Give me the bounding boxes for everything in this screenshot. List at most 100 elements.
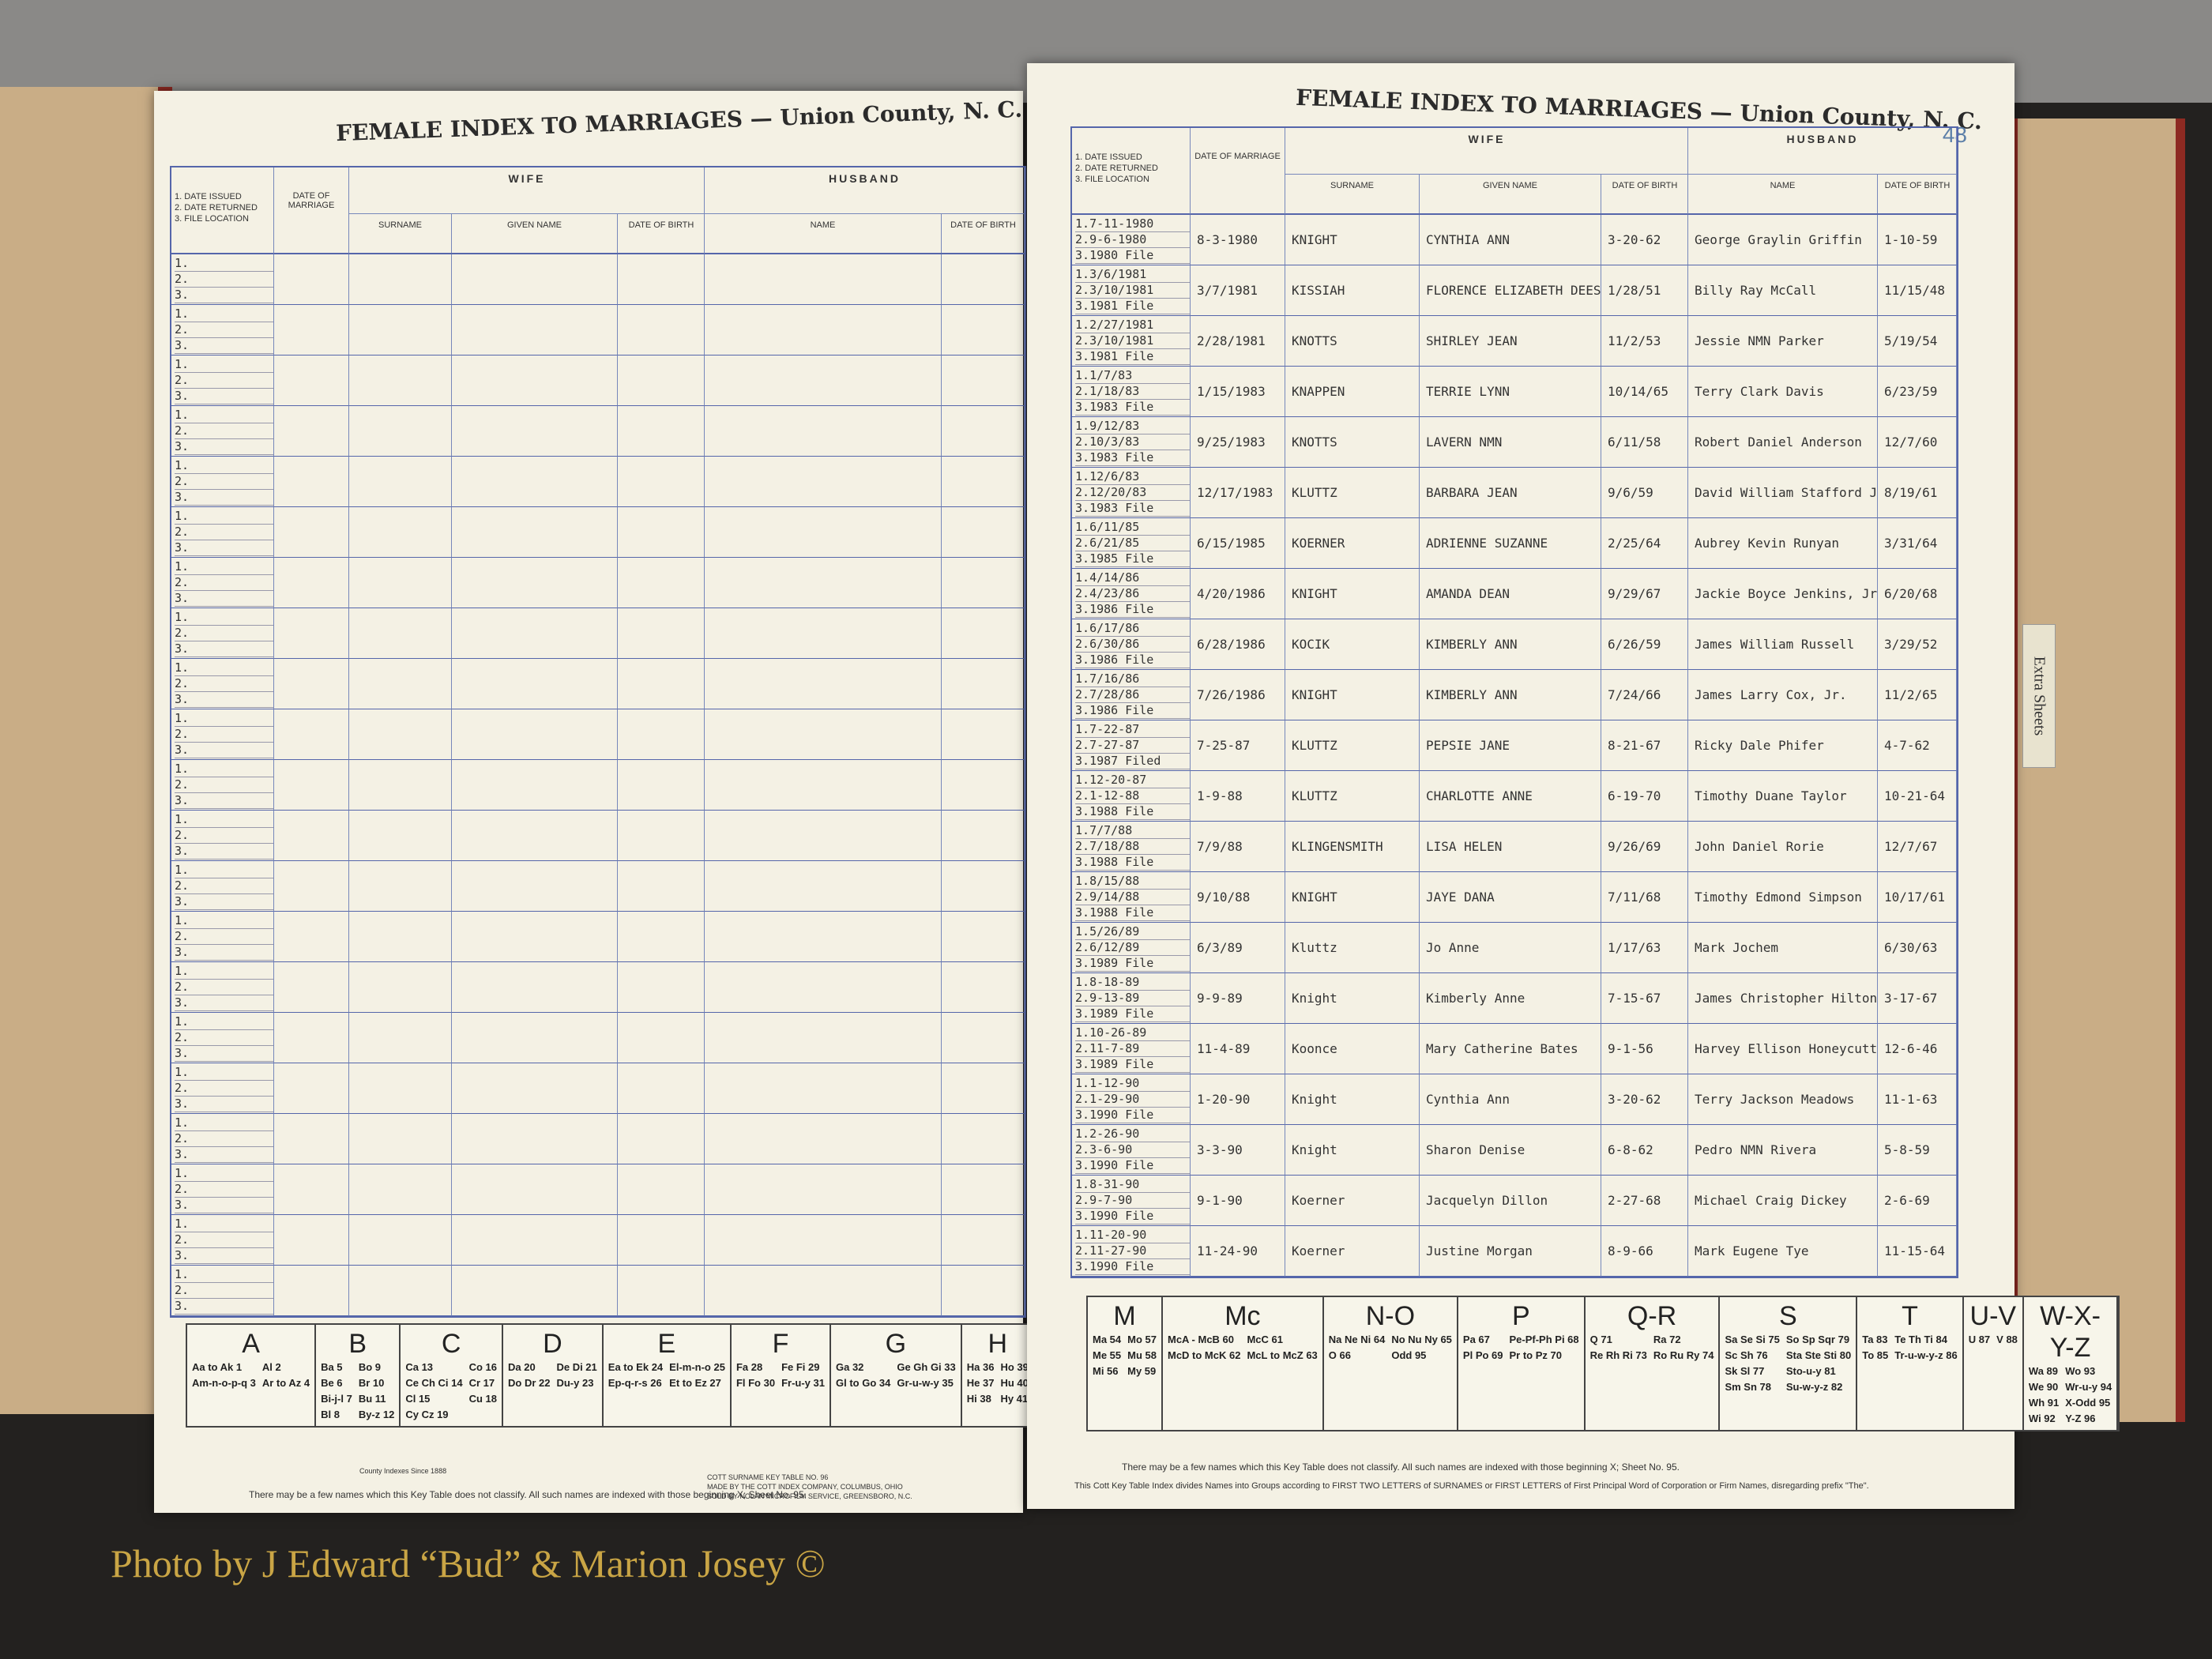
husband: Jackie Boyce Jenkins, Jr. [1688,569,1878,619]
line-number: 2. [175,1182,190,1198]
date-line: 3. 1983 File [1075,400,1190,416]
date-text: 9-7-90 [1089,1193,1133,1209]
key-group: P Pa 67 Pe-Pf-Ph Pi 68 Pl Po 69 Pr to Pz 70 [1458,1297,1586,1430]
husband: Timothy Edmond Simpson [1688,872,1878,923]
date-line: 2. [175,1283,273,1299]
husband-dob: 10-21-64 [1878,771,1957,822]
line-number: 1. [175,913,190,929]
surname: Knight [1285,1125,1420,1176]
given: JAYE DANA [1420,872,1601,923]
key-letter: D [543,1329,562,1359]
key-table: M Ma 54 Mo 57 Me 55 Mu 58 Mi 56 My 59 Mc McA - M… [1086,1296,2120,1431]
date-line: 1. 8-31-90 [1075,1177,1190,1193]
husband-dob: 3/31/64 [1878,518,1957,569]
marriage [274,760,349,811]
line-number: 3. [175,540,190,556]
given [452,507,618,558]
date-line: 3. [175,490,273,506]
date-line: 1. [175,1014,273,1030]
issue-dates: 1. 2. 3. [171,709,274,760]
line-number: 2. [1075,1243,1090,1259]
key-entry: McL to McZ 63 [1247,1349,1318,1361]
issue-dates: 1. 2. 3. [171,356,274,406]
key-entry: Bo 9 [358,1361,381,1373]
line-number: 1. [175,812,190,828]
line-number: 3. [175,793,190,809]
date-line: 1. 7/7/88 [1075,823,1190,839]
key-entries: Pa 67 Pe-Pf-Ph Pi 68 Pl Po 69 Pr to Pz 70 [1463,1332,1579,1364]
dob: 9/26/69 [1601,822,1688,872]
key-letter: A [242,1329,260,1359]
given: CYNTHIA ANN [1420,215,1601,265]
date-line: 2. 3/10/1981 [1075,333,1190,349]
surname: KOERNER [1285,518,1420,569]
date-line: 1. 4/14/86 [1075,570,1190,586]
surname: Knight [1285,973,1420,1024]
date-text: 12-20-87 [1089,773,1147,788]
key-entries: Ba 5 Bo 9 Be 6 Br 10 Bi-j-l 7 Bu 11 Bl 8 By-z 1… [321,1360,394,1423]
date-line: 3. 1980 File [1075,248,1190,264]
sub-header: SURNAME [1285,174,1420,213]
given: TERRIE LYNN [1420,367,1601,417]
husband-dob [942,1013,1025,1063]
date-text: 9-13-89 [1089,991,1140,1006]
line-number: 2. [175,777,190,793]
date-text: 9/14/88 [1089,890,1140,905]
issue-dates: 1. 6/17/86 2. 6/30/86 3. 1986 File [1072,619,1191,670]
dob: 7/24/66 [1601,670,1688,720]
date-text: 12/20/83 [1089,485,1147,501]
date-text: 1985 File [1089,551,1154,567]
date-line: 1. 2/27/1981 [1075,318,1190,333]
surname: KISSIAH [1285,265,1420,316]
date-line: 3. 1990 File [1075,1259,1190,1275]
issue-dates: 1. 2. 3. [171,254,274,305]
dob: 9-1-56 [1601,1024,1688,1074]
date-line: 2. 12/20/83 [1075,485,1190,501]
issue-dates: 1. 12/6/83 2. 12/20/83 3. 1983 File [1072,468,1191,518]
key-entry: Am-n-o-p-q 3 [192,1377,256,1389]
key-entry: Gr-u-w-y 35 [897,1377,954,1389]
date-line: 3. [175,844,273,860]
line-number: 2. [1075,637,1090,653]
header-line: 3. FILE LOCATION [175,214,249,224]
given: SHIRLEY JEAN [1420,316,1601,367]
line-number: 1. [1075,570,1090,586]
surname: KNOTTS [1285,316,1420,367]
photo-credit: Photo by J Edward “Bud” & Marion Josey © [111,1541,826,1586]
date-line: 2. 3-6-90 [1075,1142,1190,1158]
surname [349,760,452,811]
marriage: 9/25/1983 [1191,417,1285,468]
line-number: 1. [1075,975,1090,991]
key-entry: McD to McK 62 [1167,1349,1241,1361]
line-number: 2. [1075,1041,1090,1057]
surname: KNIGHT [1285,569,1420,619]
line-number: 3. [175,945,190,961]
marriage [274,457,349,507]
line-number: 3. [1075,1158,1090,1174]
surname [349,608,452,659]
date-line: 1. 1-12-90 [1075,1076,1190,1092]
key-entry: Sk Sl 77 [1725,1365,1765,1377]
line-number: 1. [1075,874,1090,890]
dob [618,558,705,608]
date-text: 6/11/85 [1089,520,1140,536]
dob: 3-20-62 [1601,215,1688,265]
surname [349,457,452,507]
line-number: 2. [175,373,190,389]
line-number: 1. [1075,823,1090,839]
sub-header: GIVEN NAME [452,213,618,253]
key-entry: Ea to Ek 24 [608,1361,664,1373]
key-entry: Mo 57 [1127,1334,1157,1345]
date-line: 2. [175,676,273,692]
key-entry: Hy 41 [1000,1393,1029,1405]
marriage [274,1114,349,1164]
marriage [274,356,349,406]
surname [349,1215,452,1266]
key-entry: Hi 38 [966,1393,991,1405]
date-line: 3. [175,439,273,455]
key-entry: Pe-Pf-Ph Pi 68 [1509,1334,1579,1345]
date-line: 1. 9/12/83 [1075,419,1190,434]
husband [705,356,942,406]
date-line: 2. 7-27-87 [1075,738,1190,754]
line-number: 3. [1075,855,1090,871]
